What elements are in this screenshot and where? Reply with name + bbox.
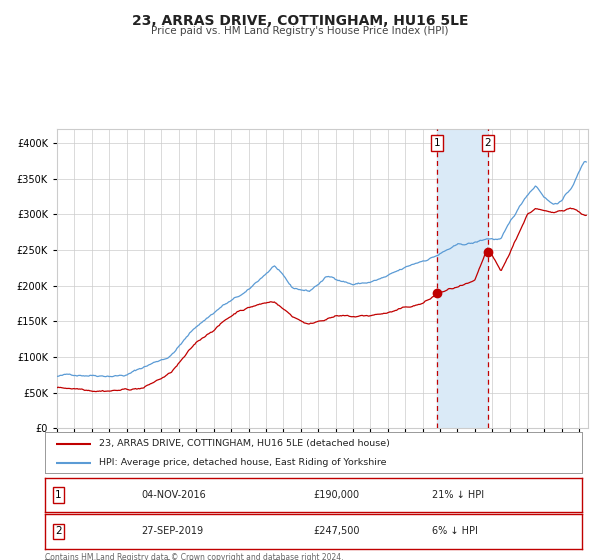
Text: HPI: Average price, detached house, East Riding of Yorkshire: HPI: Average price, detached house, East… bbox=[98, 459, 386, 468]
Text: 04-NOV-2016: 04-NOV-2016 bbox=[142, 490, 206, 500]
Text: This data is licensed under the Open Government Licence v3.0.: This data is licensed under the Open Gov… bbox=[45, 559, 289, 560]
Text: Price paid vs. HM Land Registry's House Price Index (HPI): Price paid vs. HM Land Registry's House … bbox=[151, 26, 449, 36]
Text: 23, ARRAS DRIVE, COTTINGHAM, HU16 5LE (detached house): 23, ARRAS DRIVE, COTTINGHAM, HU16 5LE (d… bbox=[98, 439, 389, 448]
Text: 21% ↓ HPI: 21% ↓ HPI bbox=[431, 490, 484, 500]
Text: 23, ARRAS DRIVE, COTTINGHAM, HU16 5LE: 23, ARRAS DRIVE, COTTINGHAM, HU16 5LE bbox=[132, 14, 468, 28]
Text: £247,500: £247,500 bbox=[314, 526, 360, 536]
Text: 1: 1 bbox=[434, 138, 440, 148]
Text: 1: 1 bbox=[55, 490, 62, 500]
Text: 6% ↓ HPI: 6% ↓ HPI bbox=[431, 526, 478, 536]
Bar bbox=[437, 129, 488, 428]
Text: 2: 2 bbox=[484, 138, 491, 148]
Text: Contains HM Land Registry data © Crown copyright and database right 2024.: Contains HM Land Registry data © Crown c… bbox=[45, 553, 343, 560]
Text: £190,000: £190,000 bbox=[314, 490, 359, 500]
Text: 2: 2 bbox=[55, 526, 62, 536]
Text: 27-SEP-2019: 27-SEP-2019 bbox=[142, 526, 204, 536]
